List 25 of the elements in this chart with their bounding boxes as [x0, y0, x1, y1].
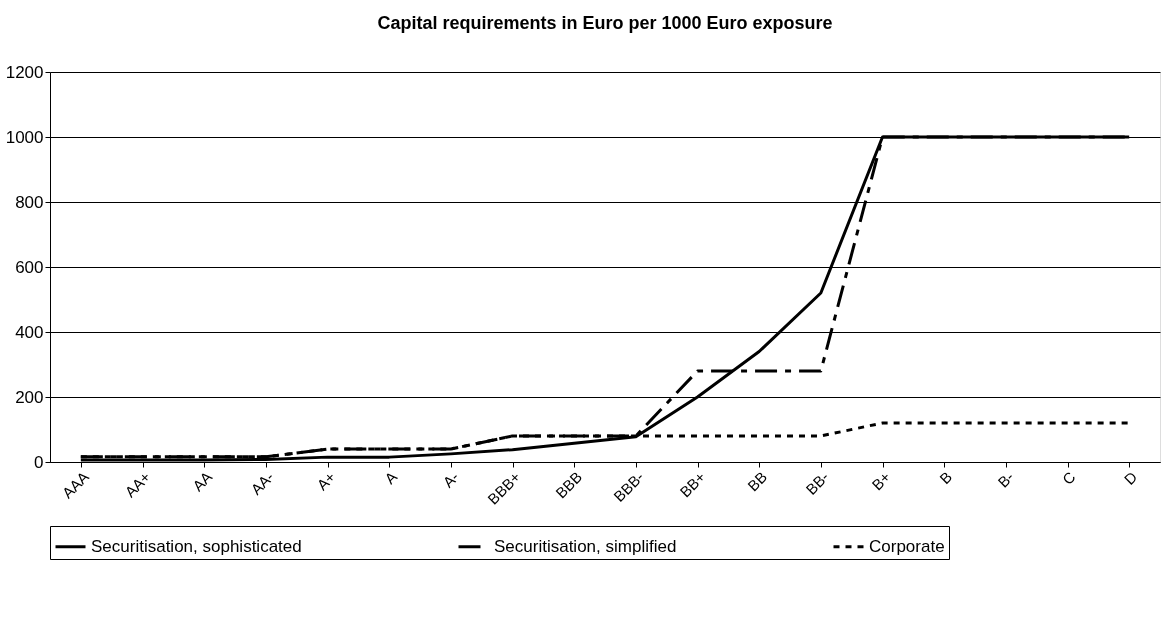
x-tick-label: AA+	[121, 467, 154, 501]
x-tick-label: C	[1058, 467, 1079, 488]
legend-label: Securitisation, sophisticated	[91, 536, 302, 556]
y-tick-label: 1200	[5, 62, 44, 82]
legend-label: Securitisation, simplified	[494, 536, 677, 556]
y-tick-label: 600	[15, 257, 44, 277]
x-tick-label: A+	[313, 467, 339, 494]
x-tick-label: AA-	[247, 468, 277, 498]
chart-title: Capital requirements in Euro per 1000 Euro exposure	[377, 13, 833, 33]
x-tick-label: BB-	[802, 468, 832, 498]
y-tick-label: 200	[15, 387, 44, 407]
y-tick-label: 800	[15, 192, 44, 212]
x-tick-label: A	[381, 468, 401, 488]
x-tick-label: AA	[189, 468, 216, 495]
x-tick-label: D	[1120, 467, 1141, 488]
y-tick-label: 400	[15, 322, 44, 342]
x-tick-label: B+	[868, 467, 894, 494]
x-tick-label: B-	[994, 468, 1017, 491]
x-tick-label: B	[936, 468, 956, 488]
x-tick-label: A-	[439, 468, 462, 491]
y-tick-label: 1000	[5, 127, 44, 147]
y-tick-label: 0	[34, 452, 44, 472]
x-tick-label: BB+	[676, 467, 709, 501]
legend-label: Corporate	[869, 536, 945, 556]
x-tick-label: BB	[744, 468, 771, 495]
